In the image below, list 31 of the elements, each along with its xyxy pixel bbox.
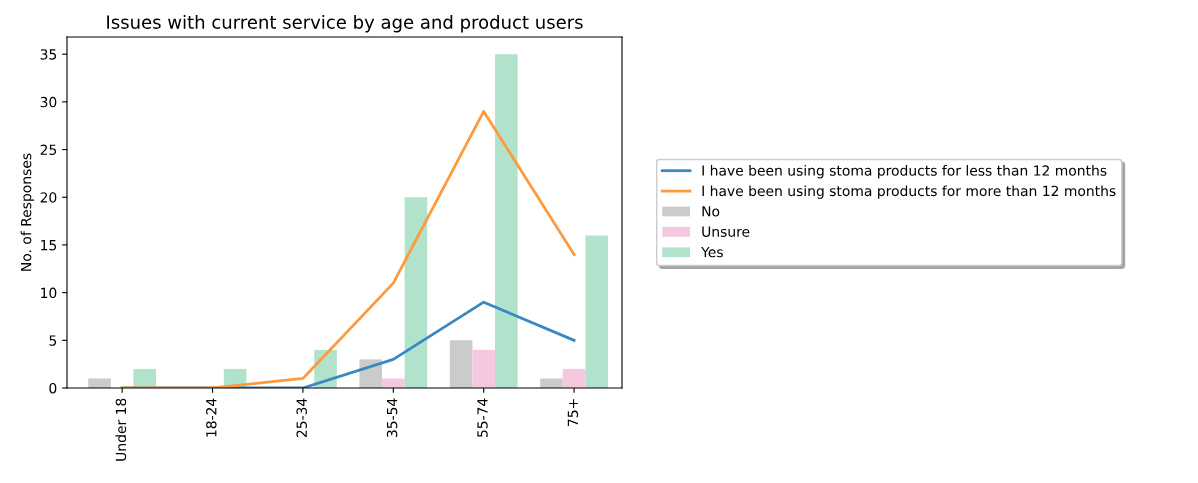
y-axis-title: No. of Responses [20,153,35,271]
chart-title: Issues with current service by age and product users [107,14,583,33]
legend-label: Unsure [702,226,750,237]
y-tick-label: 30 [40,96,57,108]
x-tick-label: 55-74 [477,398,488,438]
legend-label: I have been using stoma products for more than 12 months [702,185,1116,199]
bar [404,197,428,388]
bar [88,378,111,388]
x-tick-label: Under 18 [115,398,127,461]
y-tick-label: 25 [40,144,57,156]
legend-label: Yes [701,246,723,258]
x-tick-label: 35-54 [386,398,398,438]
bar [495,54,518,388]
x-tick-label: 25-34 [296,398,307,438]
x-tick-label: 18-24 [206,398,217,437]
y-tick-label: 0 [49,382,57,394]
bar [540,378,563,388]
bar [585,235,608,388]
y-tick-label: 15 [41,240,57,251]
y-tick-label: 20 [40,192,57,203]
y-tick-label: 35 [40,49,57,60]
y-tick-label: 10 [41,287,57,299]
bar [449,340,473,388]
y-tick-label: 5 [49,335,57,346]
bar [382,378,405,388]
legend-label: No [702,206,720,217]
bar [472,349,495,388]
bar [562,368,586,388]
x-tick-label: 75+ [567,399,579,426]
legend-label: I have been using stoma products for less than 12 months [702,165,1107,179]
bar [133,368,157,388]
